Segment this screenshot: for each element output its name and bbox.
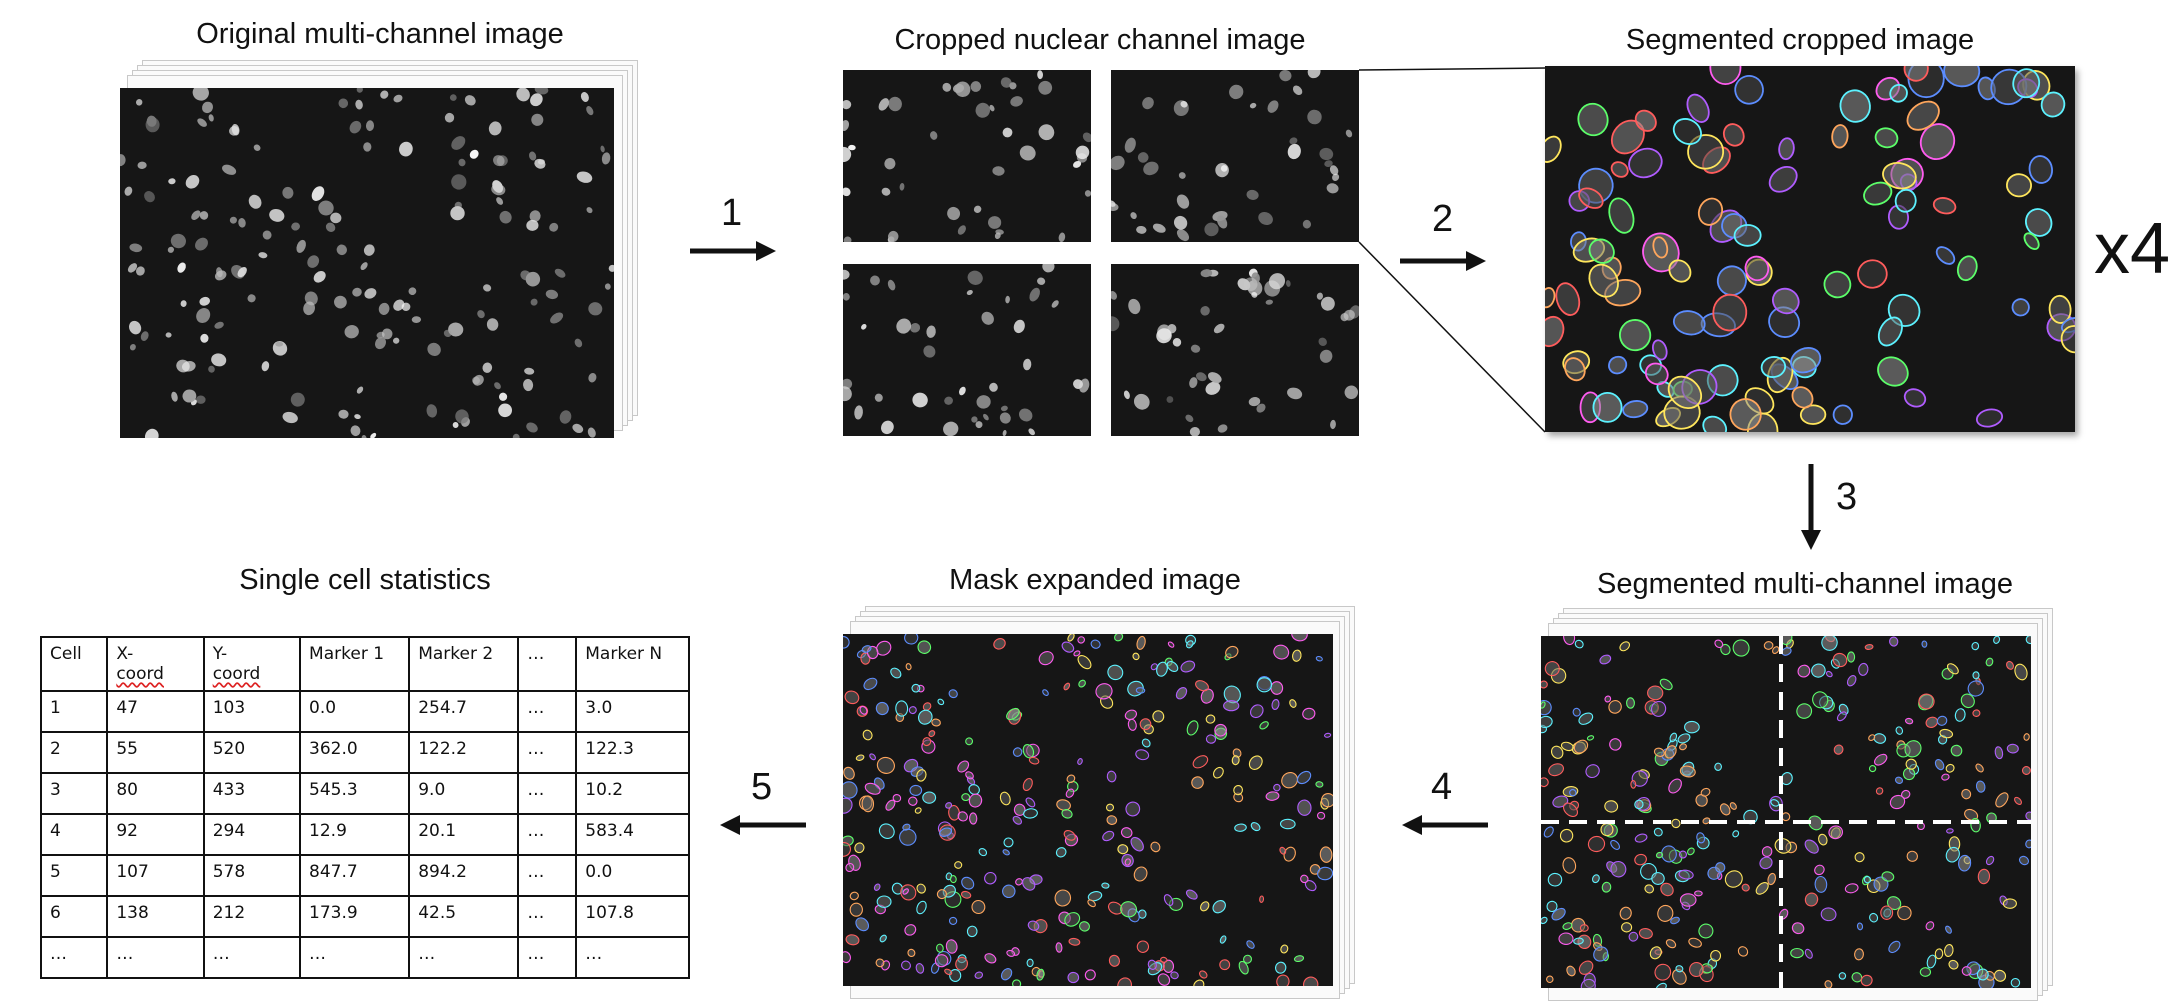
segmented-cropped-image xyxy=(1545,66,2075,432)
table-cell: 0.0 xyxy=(575,854,690,897)
table-cell: … xyxy=(202,936,302,979)
arrow-3 xyxy=(1801,464,1821,550)
table-cell: 4 xyxy=(39,813,109,856)
crop-top-right xyxy=(1111,70,1359,242)
arrow-2 xyxy=(1400,251,1486,271)
table-cell: 103 xyxy=(202,690,302,733)
table-cell: … xyxy=(517,731,578,774)
table-cell: … xyxy=(575,936,690,979)
table-row: 2 55 520 362.0 122.2… 122.3 xyxy=(39,731,690,774)
arrow-1 xyxy=(690,241,776,261)
crop-bottom-right xyxy=(1111,264,1359,436)
table-cell: … xyxy=(517,772,578,815)
table-row: 5 107 578 847.7 894.2… 0.0 xyxy=(39,854,690,897)
table-cell: 894.2 xyxy=(408,854,520,897)
table-cell: … xyxy=(408,936,520,979)
step-2-label: 2 xyxy=(1432,198,1454,240)
table-cell: 545.3 xyxy=(299,772,411,815)
table-row: 6 138 212 173.9 42.5… 107.8 xyxy=(39,895,690,938)
table-cell: … xyxy=(517,936,578,979)
table-cell: … xyxy=(106,936,205,979)
table-header-row: Cell X-coord Y-coord Marker 1 Marker 2… Marke… xyxy=(39,636,690,692)
table-row: 3 80 433 545.3 9.0… 10.2 xyxy=(39,772,690,815)
title-mask-expanded: Mask expanded image xyxy=(949,564,1241,596)
title-segmented-multi: Segmented multi-channel image xyxy=(1597,568,2013,600)
table-cell: 5 xyxy=(39,854,109,897)
table-cell: 42.5 xyxy=(408,895,520,938)
table-cell: … xyxy=(517,813,578,856)
original-image xyxy=(120,88,614,438)
table-row: 4 92 294 12.9 20.1… 583.4 xyxy=(39,813,690,856)
table-cell: 3 xyxy=(39,772,109,815)
crop-top-left xyxy=(843,70,1091,242)
table-header-cell: Marker 2 xyxy=(408,636,520,692)
table-cell: 212 xyxy=(202,895,302,938)
table-cell: 6 xyxy=(39,895,109,938)
table-row: 1 47 103 0.0 254.7… 3.0 xyxy=(39,690,690,733)
table-cell: 122.3 xyxy=(575,731,690,774)
table-cell: 47 xyxy=(106,690,205,733)
crop-bottom-left xyxy=(843,264,1091,436)
table-cell: 3.0 xyxy=(575,690,690,733)
table-cell: 107 xyxy=(106,854,205,897)
table-row: ………………… xyxy=(39,936,690,979)
table-cell: 578 xyxy=(202,854,302,897)
table-cell: 0.0 xyxy=(299,690,411,733)
single-cell-stats-table: Cell X-coord Y-coord Marker 1 Marker 2… Marke… xyxy=(39,636,690,979)
table-cell: … xyxy=(39,936,109,979)
table-cell: … xyxy=(517,854,578,897)
arrow-5 xyxy=(720,815,806,835)
table-cell: 2 xyxy=(39,731,109,774)
table-cell: 847.7 xyxy=(299,854,411,897)
table-cell: 10.2 xyxy=(575,772,690,815)
step-4-label: 4 xyxy=(1431,766,1453,808)
title-stats: Single cell statistics xyxy=(239,564,491,596)
table-cell: 294 xyxy=(202,813,302,856)
table-header-cell: Marker N xyxy=(575,636,690,692)
table-cell: 9.0 xyxy=(408,772,520,815)
table-cell: 1 xyxy=(39,690,109,733)
segmented-multi-image xyxy=(1541,636,2031,988)
table-cell: 362.0 xyxy=(299,731,411,774)
table-cell: … xyxy=(299,936,411,979)
table-header-cell: Y-coord xyxy=(202,636,302,692)
table-header-cell: Marker 1 xyxy=(299,636,411,692)
table-header-cell: Cell xyxy=(39,636,109,692)
table-cell: 138 xyxy=(106,895,205,938)
table-cell: 583.4 xyxy=(575,813,690,856)
step-1-label: 1 xyxy=(721,192,743,234)
table-cell: 433 xyxy=(202,772,302,815)
title-segmented-cropped: Segmented cropped image xyxy=(1625,24,1975,56)
table-header-cell: … xyxy=(517,636,578,692)
table-header-cell: X-coord xyxy=(106,636,205,692)
title-original: Original multi-channel image xyxy=(196,18,564,50)
table-cell: 173.9 xyxy=(299,895,411,938)
table-cell: 80 xyxy=(106,772,205,815)
table-cell: 122.2 xyxy=(408,731,520,774)
multiplier-label: x4 xyxy=(2094,209,2171,289)
arrow-4 xyxy=(1402,815,1488,835)
title-cropped: Cropped nuclear channel image xyxy=(894,24,1306,56)
table-cell: 55 xyxy=(106,731,205,774)
mask-expanded-image xyxy=(843,634,1333,986)
step-3-label: 3 xyxy=(1836,476,1858,518)
table-cell: 254.7 xyxy=(408,690,520,733)
table-cell: … xyxy=(517,895,578,938)
table-cell: 12.9 xyxy=(299,813,411,856)
table-cell: 92 xyxy=(106,813,205,856)
step-5-label: 5 xyxy=(751,766,773,808)
table-cell: 107.8 xyxy=(575,895,690,938)
table-cell: 20.1 xyxy=(408,813,520,856)
table-cell: … xyxy=(517,690,578,733)
table-cell: 520 xyxy=(202,731,302,774)
